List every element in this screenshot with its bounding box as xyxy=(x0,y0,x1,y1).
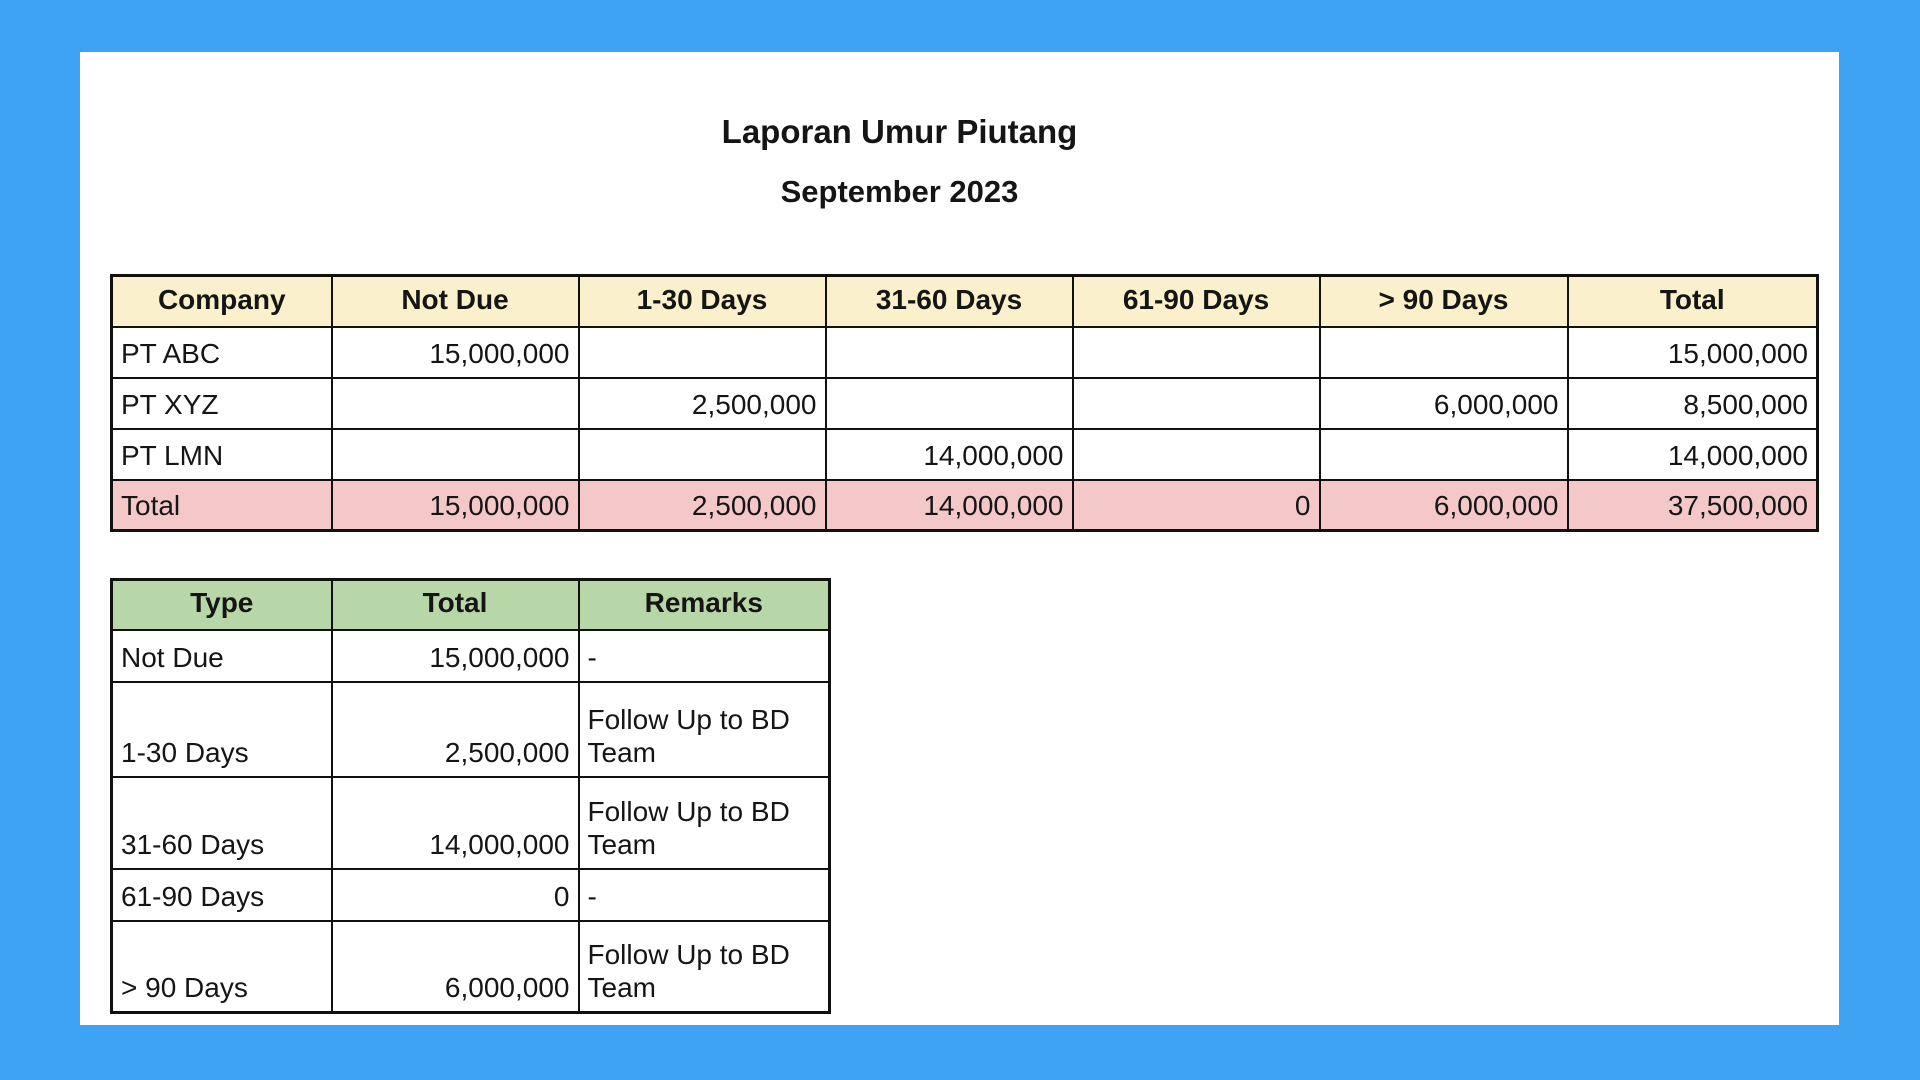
column-header-90-plus: > 90 Days xyxy=(1318,274,1569,328)
table-row-pt-abc: PT ABC 15,000,000 15,000,000 xyxy=(110,325,1819,379)
report-header: Laporan Umur Piutang September 2023 xyxy=(80,108,1839,216)
total-90-plus-cell: 6,000,000 xyxy=(1318,478,1569,532)
type-cell: 1-30 Days xyxy=(110,680,333,778)
total-1-30-cell: 2,500,000 xyxy=(577,478,827,532)
total-label-cell: Total xyxy=(110,478,333,532)
column-header-type: Type xyxy=(110,578,333,631)
company-cell: PT ABC xyxy=(110,325,333,379)
not-due-cell xyxy=(330,427,580,481)
type-cell: > 90 Days xyxy=(110,919,333,1014)
summary-by-type-table: Type Total Remarks Not Due 15,000,000 - … xyxy=(110,578,831,1014)
aging-total-row: Total 15,000,000 2,500,000 14,000,000 0 … xyxy=(110,478,1819,532)
remark-cell: Follow Up to BD Team xyxy=(577,680,831,778)
column-header-61-90: 61-90 Days xyxy=(1071,274,1321,328)
total-61-90-cell: 0 xyxy=(1071,478,1321,532)
days-1-30-cell: 2,500,000 xyxy=(577,376,827,430)
grand-total-cell: 37,500,000 xyxy=(1566,478,1819,532)
type-cell: Not Due xyxy=(110,628,333,683)
days-31-60-cell xyxy=(824,325,1074,379)
not-due-cell: 15,000,000 xyxy=(330,325,580,379)
amount-cell: 15,000,000 xyxy=(330,628,580,683)
days-31-60-cell: 14,000,000 xyxy=(824,427,1074,481)
not-due-cell xyxy=(330,376,580,430)
summary-header-row: Type Total Remarks xyxy=(110,578,831,631)
page-title: Laporan Umur Piutang xyxy=(721,113,1078,150)
company-cell: PT XYZ xyxy=(110,376,333,430)
summary-row-90-plus: > 90 Days 6,000,000 Follow Up to BD Team xyxy=(110,919,831,1014)
amount-cell: 14,000,000 xyxy=(330,775,580,870)
days-1-30-cell xyxy=(577,427,827,481)
table-row-pt-lmn: PT LMN 14,000,000 14,000,000 xyxy=(110,427,1819,481)
summary-row-not-due: Not Due 15,000,000 - xyxy=(110,628,831,683)
column-header-1-30: 1-30 Days xyxy=(577,274,827,328)
row-total-cell: 14,000,000 xyxy=(1566,427,1819,481)
report-page: Laporan Umur Piutang September 2023 Comp… xyxy=(80,52,1839,1025)
days-1-30-cell xyxy=(577,325,827,379)
aging-receivables-table: Company Not Due 1-30 Days 31-60 Days 61-… xyxy=(110,274,1819,532)
column-header-total: Total xyxy=(1566,274,1819,328)
remark-cell: - xyxy=(577,867,831,922)
column-header-remarks: Remarks xyxy=(577,578,831,631)
column-header-total: Total xyxy=(330,578,580,631)
remark-cell: Follow Up to BD Team xyxy=(577,919,831,1014)
table-row-pt-xyz: PT XYZ 2,500,000 6,000,000 8,500,000 xyxy=(110,376,1819,430)
column-header-company: Company xyxy=(110,274,333,328)
column-header-31-60: 31-60 Days xyxy=(824,274,1074,328)
remark-cell: - xyxy=(577,628,831,683)
remark-cell: Follow Up to BD Team xyxy=(577,775,831,870)
summary-row-61-90: 61-90 Days 0 - xyxy=(110,867,831,922)
type-cell: 31-60 Days xyxy=(110,775,333,870)
days-90-plus-cell xyxy=(1318,325,1569,379)
total-not-due-cell: 15,000,000 xyxy=(330,478,580,532)
column-header-not-due: Not Due xyxy=(330,274,580,328)
type-cell: 61-90 Days xyxy=(110,867,333,922)
summary-row-31-60: 31-60 Days 14,000,000 Follow Up to BD Te… xyxy=(110,775,831,870)
days-90-plus-cell xyxy=(1318,427,1569,481)
days-31-60-cell xyxy=(824,376,1074,430)
company-cell: PT LMN xyxy=(110,427,333,481)
days-61-90-cell xyxy=(1071,427,1321,481)
amount-cell: 0 xyxy=(330,867,580,922)
row-total-cell: 15,000,000 xyxy=(1566,325,1819,379)
total-31-60-cell: 14,000,000 xyxy=(824,478,1074,532)
days-61-90-cell xyxy=(1071,325,1321,379)
amount-cell: 6,000,000 xyxy=(330,919,580,1014)
days-90-plus-cell: 6,000,000 xyxy=(1318,376,1569,430)
aging-header-row: Company Not Due 1-30 Days 31-60 Days 61-… xyxy=(110,274,1819,328)
row-total-cell: 8,500,000 xyxy=(1566,376,1819,430)
summary-row-1-30: 1-30 Days 2,500,000 Follow Up to BD Team xyxy=(110,680,831,778)
amount-cell: 2,500,000 xyxy=(330,680,580,778)
page-subtitle: September 2023 xyxy=(780,174,1019,209)
days-61-90-cell xyxy=(1071,376,1321,430)
